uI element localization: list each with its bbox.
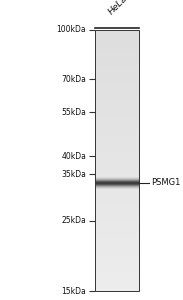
Text: HeLa: HeLa [106, 0, 129, 16]
Text: 35kDa: 35kDa [61, 170, 86, 179]
Text: 100kDa: 100kDa [57, 26, 86, 34]
Text: 40kDa: 40kDa [61, 152, 86, 160]
Text: PSMG1: PSMG1 [151, 178, 180, 187]
Text: 15kDa: 15kDa [61, 286, 86, 296]
Text: 55kDa: 55kDa [61, 108, 86, 117]
Text: 25kDa: 25kDa [61, 216, 86, 225]
Text: 70kDa: 70kDa [61, 75, 86, 84]
